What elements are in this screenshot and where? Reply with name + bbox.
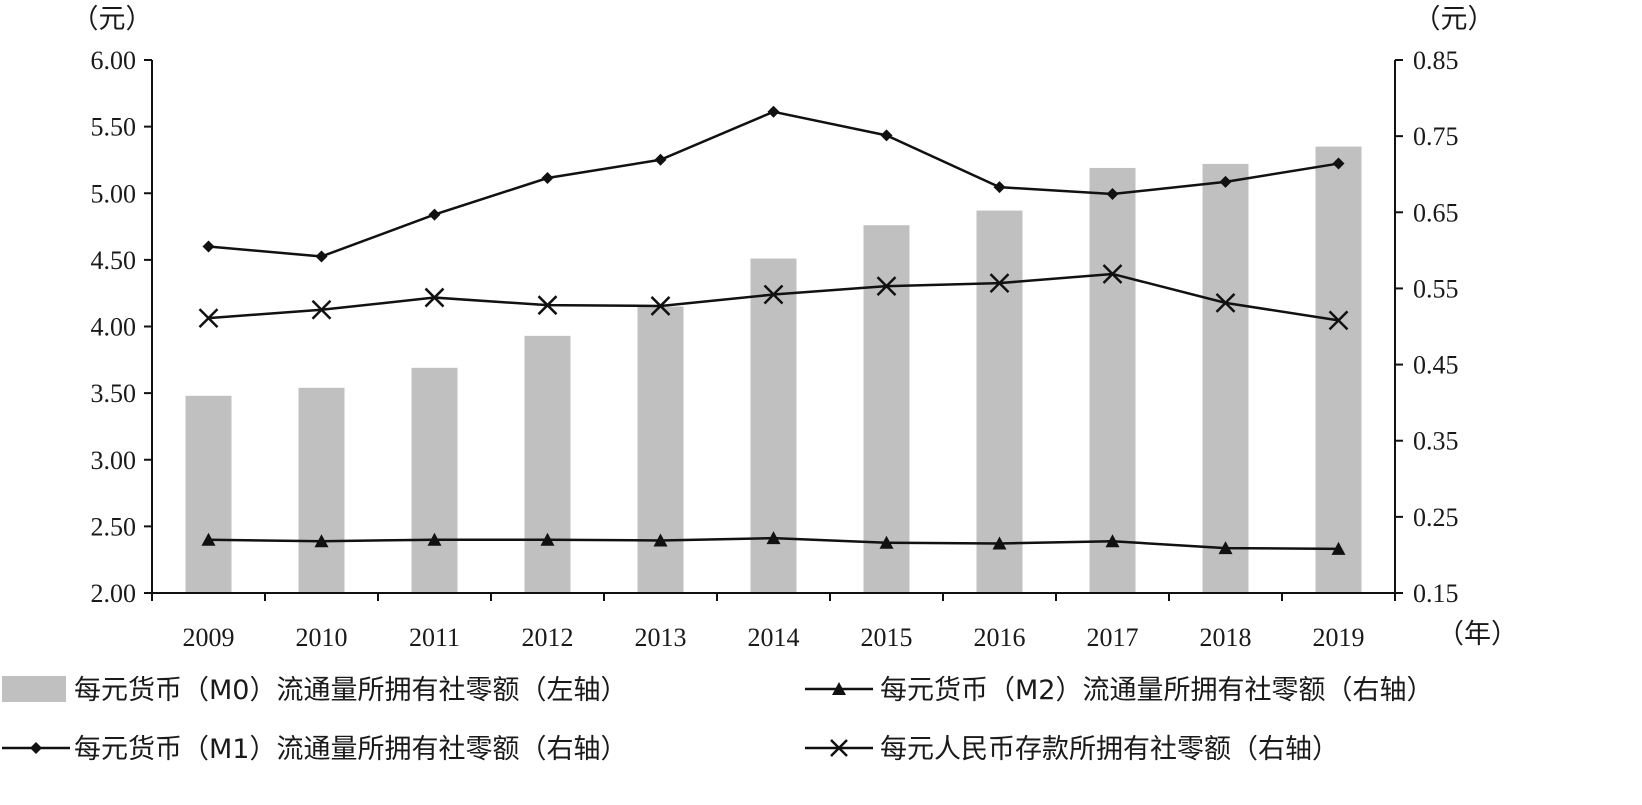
- legend-label: 每元货币（M2）流通量所拥有社零额（右轴）: [880, 675, 1433, 706]
- x-tick-label: 2015: [861, 623, 913, 652]
- diamond-marker-icon: [30, 742, 42, 754]
- x-tick-label: 2013: [635, 623, 687, 652]
- data-point: [1102, 264, 1123, 284]
- legend-swatch-bar: [2, 676, 66, 702]
- data-point: [198, 308, 219, 329]
- data-point: [992, 536, 1007, 550]
- right-tick-label: 0.15: [1413, 579, 1459, 608]
- x-tick-label: 2014: [748, 623, 800, 652]
- data-point: [315, 250, 328, 263]
- data-point: [1219, 175, 1232, 188]
- triangle-marker-icon: [832, 682, 846, 695]
- x-marker-icon: [830, 739, 848, 757]
- legend-item-deposit: 每元人民币存款所拥有社零额（右轴）: [805, 734, 1339, 765]
- data-point: [201, 532, 216, 546]
- legend-label: 每元人民币存款所拥有社零额（右轴）: [880, 734, 1339, 765]
- right-tick-label: 0.25: [1413, 503, 1459, 532]
- axes: [144, 59, 1403, 601]
- right-tick-label: 0.35: [1413, 427, 1459, 456]
- data-point: [654, 153, 667, 166]
- data-point: [541, 172, 554, 185]
- data-point: [989, 273, 1010, 293]
- data-point: [424, 287, 445, 308]
- data-point: [427, 532, 442, 546]
- data-point: [428, 208, 441, 221]
- bar: [298, 387, 345, 593]
- data-point: [1332, 157, 1345, 170]
- line-series: [198, 105, 1349, 555]
- legend-label: 每元货币（M0）流通量所拥有社零额（左轴）: [74, 675, 627, 706]
- legend-label: 每元货币（M1）流通量所拥有社零额（右轴）: [74, 734, 627, 765]
- x-tick-label: 2012: [522, 623, 574, 652]
- right-axis-unit: （元）: [1414, 4, 1495, 35]
- legend: 每元货币（M0）流通量所拥有社零额（左轴） 每元货币（M2）流通量所拥有社零额（…: [2, 675, 1433, 765]
- data-point: [763, 284, 784, 305]
- left-tick-label: 2.50: [91, 512, 137, 541]
- left-tick-label: 4.00: [91, 313, 137, 342]
- bar: [637, 306, 684, 593]
- bar: [411, 367, 458, 593]
- x-axis-unit: （年）: [1437, 619, 1518, 650]
- data-point: [314, 534, 329, 548]
- left-tick-label: 3.00: [91, 446, 137, 475]
- data-point: [202, 240, 215, 253]
- bar-series: [185, 146, 1362, 594]
- left-tick-label: 4.50: [91, 246, 137, 275]
- left-tick-label: 3.50: [91, 379, 137, 408]
- bar: [976, 210, 1023, 593]
- data-point: [1331, 541, 1346, 555]
- x-tick-label: 2009: [183, 623, 235, 652]
- data-point: [767, 105, 780, 118]
- right-tick-label: 0.65: [1413, 198, 1459, 227]
- data-point: [879, 535, 894, 549]
- data-point: [653, 533, 668, 547]
- right-tick-label: 0.75: [1413, 122, 1459, 151]
- data-point: [650, 296, 671, 316]
- data-point: [1105, 534, 1120, 548]
- data-point: [993, 181, 1006, 194]
- legend-item-m2: 每元货币（M2）流通量所拥有社零额（右轴）: [805, 675, 1433, 706]
- x-tick-label: 2019: [1313, 623, 1365, 652]
- left-tick-label: 5.50: [91, 113, 137, 142]
- left-tick-label: 5.00: [91, 179, 137, 208]
- data-point: [311, 299, 332, 320]
- data-point: [876, 276, 897, 297]
- data-point: [1218, 541, 1233, 555]
- x-tick-label: 2018: [1200, 623, 1252, 652]
- right-tick-label: 0.85: [1413, 46, 1459, 75]
- bar: [1089, 167, 1136, 593]
- bar: [1315, 146, 1362, 594]
- x-tick-label: 2016: [974, 623, 1026, 652]
- data-point: [1328, 310, 1349, 331]
- x-tick-label: 2011: [409, 623, 460, 652]
- data-point: [540, 532, 555, 546]
- x-tick-label: 2017: [1087, 623, 1139, 652]
- tick-labels: 2.00 2.50 3.00 3.50 4.00 4.50 5.00 5.50 6.00 0.15…: [91, 46, 1459, 652]
- data-point: [766, 531, 781, 545]
- bar: [1202, 163, 1249, 593]
- left-tick-label: 2.00: [91, 579, 137, 608]
- bar: [524, 335, 571, 593]
- right-tick-label: 0.55: [1413, 274, 1459, 303]
- data-point: [880, 129, 893, 142]
- legend-item-m1: 每元货币（M1）流通量所拥有社零额（右轴）: [2, 734, 627, 765]
- data-point: [1106, 188, 1119, 201]
- left-axis-unit: （元）: [72, 4, 153, 35]
- bar: [185, 395, 232, 593]
- series-line: [208, 110, 1339, 258]
- right-tick-label: 0.45: [1413, 351, 1459, 380]
- x-tick-label: 2010: [296, 623, 348, 652]
- left-tick-label: 6.00: [91, 46, 137, 75]
- data-point: [537, 295, 558, 316]
- legend-item-m0: 每元货币（M0）流通量所拥有社零额（左轴）: [2, 675, 627, 706]
- data-point: [1215, 293, 1236, 313]
